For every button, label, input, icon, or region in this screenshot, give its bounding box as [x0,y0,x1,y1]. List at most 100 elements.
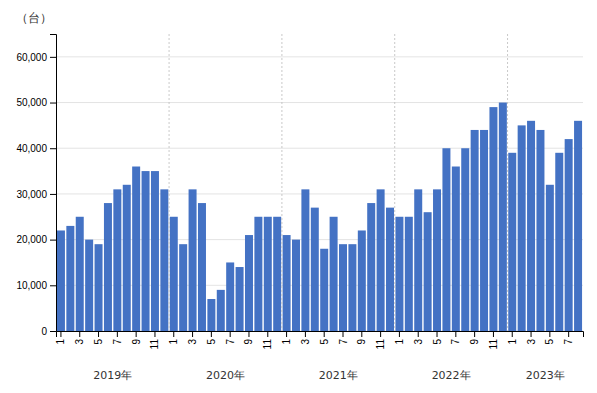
x-tick-label: 9 [131,339,142,345]
bar [527,121,535,331]
group-label: 2023年 [526,369,565,382]
bar [245,235,253,331]
y-tick-mark [50,285,56,286]
x-tick-label: 11 [262,339,273,350]
bar [320,249,328,331]
x-tick-mark [267,331,268,337]
x-tick-mark [568,331,569,337]
y-tick-mark [50,57,56,58]
x-tick-mark [136,331,137,337]
y-tick-label: 0 [41,326,47,337]
group-label: 2021年 [319,369,358,382]
bar [76,217,84,331]
x-tick-label: 5 [206,339,217,345]
x-tick: 7 [112,331,123,345]
y-tick: 40,000 [16,143,56,154]
bar [179,244,187,331]
bar [565,139,573,331]
x-tick-mark [305,331,306,337]
bar [358,230,366,331]
bar [461,148,469,331]
bar [132,167,140,331]
x-tick-mark [531,331,532,337]
y-tick-label: 60,000 [16,52,47,63]
x-tick-mark [418,331,419,337]
separator [169,34,170,331]
x-tick-mark [173,331,174,337]
x-tick-label: 3 [74,339,85,345]
x-tick-label: 11 [149,339,160,350]
bar [471,130,479,331]
x-tick-label: 5 [93,339,104,345]
bar [207,299,215,331]
bar [217,290,225,331]
bar [170,217,178,331]
x-tick-mark [98,331,99,337]
bar [142,171,150,331]
y-axis: 010,00020,00030,00040,00050,00060,000 [16,35,56,337]
x-tick: 11 [375,331,386,349]
bar [518,125,526,331]
y-tick: 60,000 [16,52,56,63]
x-tick-mark [474,331,475,337]
group-label: 2019年 [93,369,132,382]
bar [386,208,394,331]
x-tick-mark [455,331,456,337]
x-tick: 5 [432,331,443,345]
group-label: 2020年 [206,369,245,382]
separator [507,34,508,331]
x-tick-mark [549,331,550,337]
x-tick-label: 5 [319,339,330,345]
x-tick: 5 [206,331,217,345]
bar [236,267,244,331]
y-tick-label: 50,000 [16,97,47,108]
bar [273,217,281,331]
y-tick: 10,000 [16,280,56,291]
bar [480,130,488,331]
bar [499,103,507,331]
x-tick: 11 [149,331,160,349]
bar [254,217,262,331]
y-tick-label: 40,000 [16,143,47,154]
x-tick-label: 1 [507,339,518,345]
separator [281,34,282,331]
bar [283,235,291,331]
y-tick-mark [50,331,56,332]
x-tick-mark [324,331,325,337]
bar [405,217,413,331]
y-tick-mark [50,148,56,149]
x-tick-label: 1 [55,339,66,345]
bar [264,217,272,331]
x-tick: 3 [74,331,85,345]
x-tick-label: 9 [243,339,254,345]
bar [414,189,422,331]
x-tick-mark [361,331,362,337]
x-tick-mark [79,331,80,337]
group-label: 2022年 [432,369,471,382]
bar [489,107,497,331]
x-tick: 1 [507,331,518,345]
x-tick-label: 1 [394,339,405,345]
bar [85,240,93,331]
group-labels: 2019年 2020年 2021年 2022年 2023年 [93,369,565,382]
bar [330,217,338,331]
y-tick-label: 10,000 [16,280,47,291]
x-tick: 9 [356,331,367,345]
y-tick-mark [50,240,56,241]
x-tick: 5 [544,331,555,345]
x-tick-mark [343,331,344,337]
x-tick-label: 1 [281,339,292,345]
chart: 135791113579111357911135791113572019年202… [0,0,597,393]
grid-line [56,56,583,57]
x-tick: 5 [93,331,104,345]
bar [226,262,234,331]
x-tick: 9 [131,331,142,345]
x-tick-mark [60,331,61,337]
y-axis-line [50,35,57,332]
bar [301,189,309,331]
x-tick-label: 3 [526,339,537,345]
x-tick-label: 7 [225,339,236,345]
y-tick: 20,000 [16,234,56,245]
x-tick-mark [286,331,287,337]
x-tick-mark [154,331,155,337]
